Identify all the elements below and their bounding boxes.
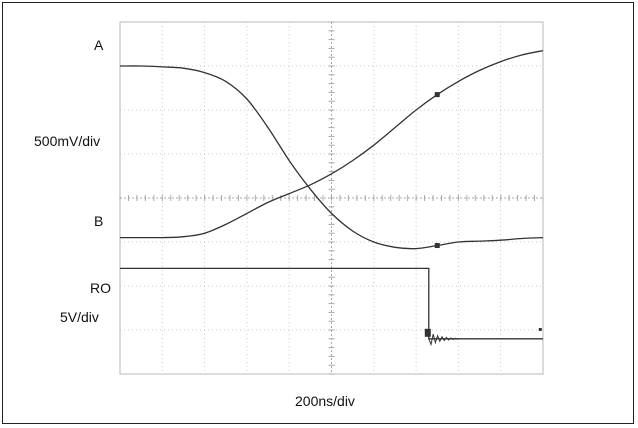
trace-b — [120, 49, 544, 239]
ro-edge-marker — [424, 328, 431, 337]
x-axis-label: 200ns/div — [295, 393, 355, 409]
ro-edge-ringing — [428, 333, 460, 347]
trace-marker — [434, 92, 440, 98]
trace-a — [119, 65, 544, 250]
channel-a-label: A — [94, 37, 104, 53]
channel-b-label: B — [94, 213, 104, 229]
channel-ro-label: RO — [90, 280, 111, 296]
ro-end-marker — [538, 328, 542, 331]
channel-ro-scale-label: 5V/div — [60, 309, 99, 325]
trace-ro — [120, 267, 543, 340]
trace-marker — [434, 243, 440, 249]
channel-a-scale-label: 500mV/div — [34, 133, 101, 149]
figure-frame — [2, 2, 634, 424]
